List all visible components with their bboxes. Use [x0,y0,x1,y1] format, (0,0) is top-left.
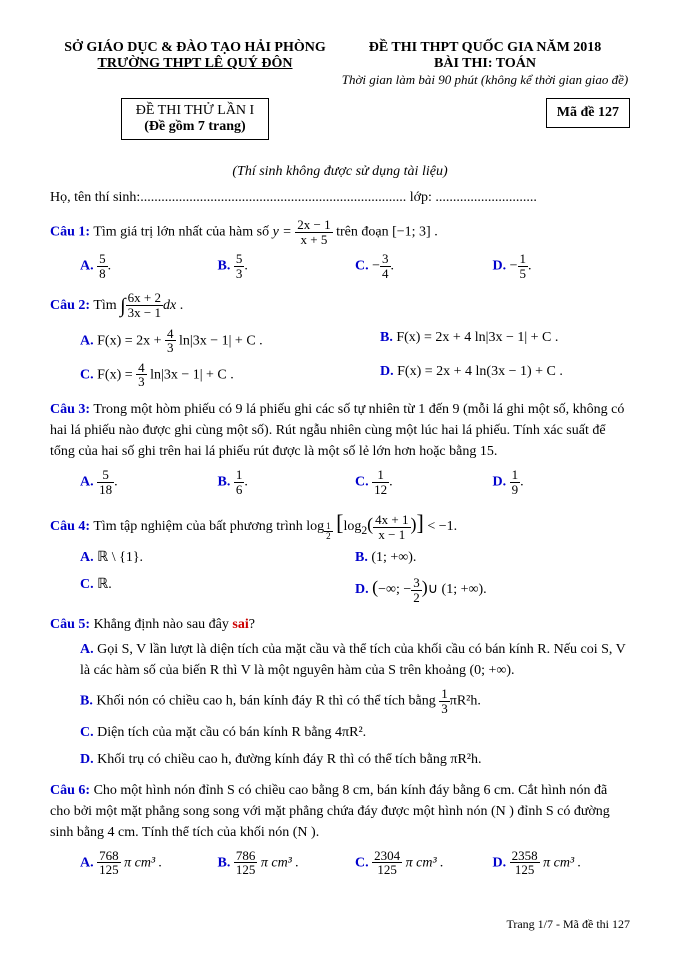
q4-text: Tìm tập nghiệm của bất phương trình [93,519,306,534]
q1-label: Câu 1: [50,224,90,239]
q6-options: A. 768125 π cm³ . B. 786125 π cm³ . C. 2… [80,849,630,877]
q2-options-row1: A. F(x) = 2x + 43 ln|3x − 1| + C . B. F(… [80,327,630,355]
question-6: Câu 6: Cho một hình nón đỉnh S có chiều … [50,780,630,877]
q1-text-b: trên đoạn [336,224,392,239]
org-line2: TRƯỜNG THPT LÊ QUÝ ĐÔN [50,56,340,72]
name-label: Họ, tên thí sinh: [50,190,140,205]
q1-options: A. 58. B. 53. C. −34. D. −15. [80,252,630,280]
question-4: Câu 4: Tìm tập nghiệm của bất phương trì… [50,506,630,604]
q6-label: Câu 6: [50,783,90,798]
q5-label: Câu 5: [50,617,90,632]
q3-options: A. 518. B. 16. C. 112. D. 19. [80,468,630,496]
q1-interval: [−1; 3] [392,224,431,239]
q3-label: Câu 3: [50,402,90,417]
q1-yeq: y = [273,224,292,239]
question-1: Câu 1: Tìm giá trị lớn nhất của hàm số y… [50,218,630,281]
page-footer: Trang 1/7 - Mã đề thi 127 [50,917,630,932]
q4-label: Câu 4: [50,519,90,534]
q3-text: Trong một hòm phiếu có 9 lá phiếu ghi cá… [50,402,624,459]
q2-text: Tìm [93,298,120,313]
q4-options-row1: A. ℝ \ {1}. B. (1; +∞). [80,547,630,568]
question-2: Câu 2: Tìm ∫6x + 23x − 1dx . A. F(x) = 2… [50,291,630,390]
question-5: Câu 5: Khẳng định nào sau đây sai? A. Gọ… [50,614,630,769]
q2-label: Câu 2: [50,298,90,313]
org-line1: SỞ GIÁO DỤC & ĐÀO TẠO HẢI PHÒNG [50,40,340,56]
exam-line2: BÀI THI: TOÁN [340,56,630,72]
q6-text: Cho một hình nón đỉnh S có chiều cao bằn… [50,783,610,840]
exam-line3: Thời gian làm bài 90 phút (không kể thời… [340,72,630,88]
box-left-line2: (Đề gồm 7 trang) [136,119,254,135]
q2-options-row2: C. F(x) = 43 ln|3x − 1| + C . D. F(x) = … [80,361,630,389]
header: SỞ GIÁO DỤC & ĐÀO TẠO HẢI PHÒNG TRƯỜNG T… [50,40,630,140]
student-info: Họ, tên thí sinh:.......................… [50,190,630,206]
exam-line1: ĐỀ THI THPT QUỐC GIA NĂM 2018 [340,40,630,56]
q5-text: Khẳng định nào sau đây [94,617,233,632]
usage-note: (Thí sinh không được sử dụng tài liệu) [50,164,630,180]
class-label: lớp: [410,190,432,205]
box-right: Mã đề 127 [546,98,630,128]
question-3: Câu 3: Trong một hòm phiếu có 9 lá phiếu… [50,399,630,496]
q1-text-c: . [434,224,438,239]
box-left-line1: ĐỀ THI THỬ LẦN I [136,103,254,119]
box-left: ĐỀ THI THỬ LẦN I (Đề gồm 7 trang) [121,98,269,140]
q4-options-row2: C. ℝ. D. (−∞; −32)∪ (1; +∞). [80,574,630,604]
q1-text-a: Tìm giá trị lớn nhất của hàm số [93,224,272,239]
